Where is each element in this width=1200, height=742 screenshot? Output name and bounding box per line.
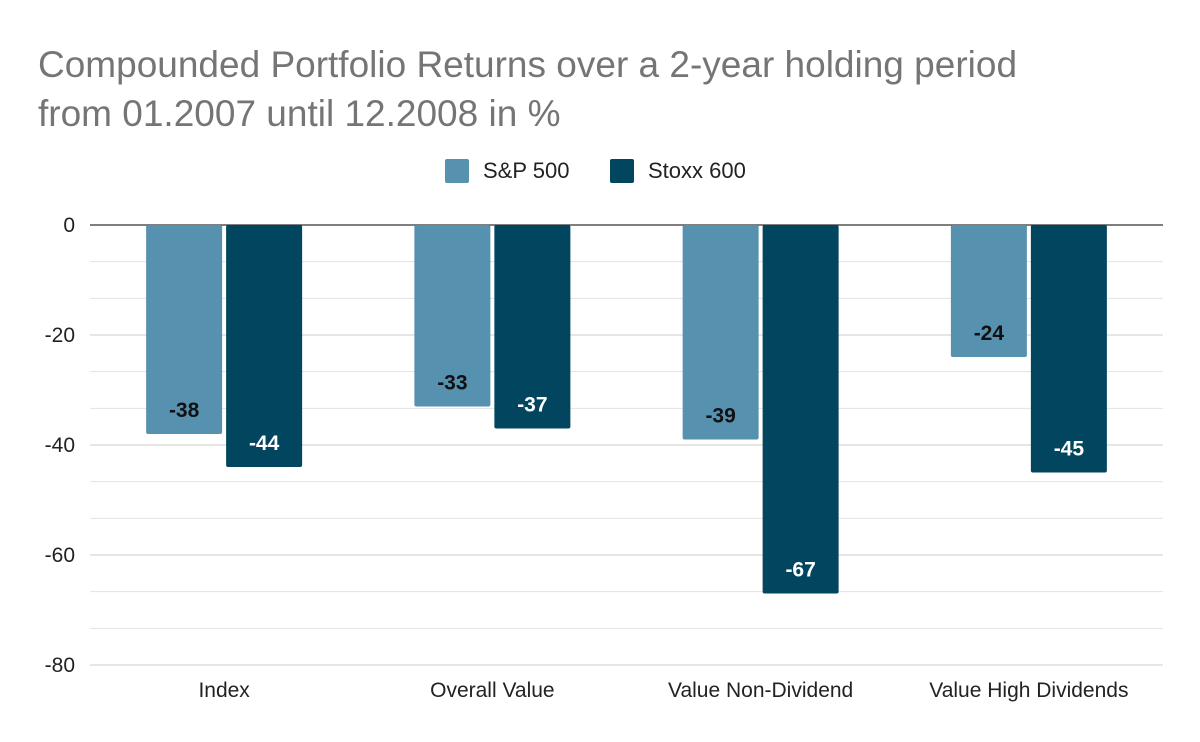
- data-label: -37: [517, 394, 547, 417]
- data-label: -45: [1054, 438, 1085, 461]
- bar-stoxx600: [1030, 225, 1107, 473]
- data-label: -44: [249, 432, 280, 455]
- x-category-label: Value High Dividends: [929, 679, 1128, 702]
- bar-sp500: [682, 225, 759, 440]
- bar-stoxx600: [226, 225, 303, 467]
- y-tick-label: -20: [45, 324, 75, 347]
- legend-item-sp500[interactable]: S&P 500: [445, 158, 569, 184]
- legend-label-stoxx600: Stoxx 600: [648, 158, 746, 183]
- legend-item-stoxx600[interactable]: Stoxx 600: [610, 158, 746, 184]
- x-category-label: Value Non-Dividend: [668, 679, 853, 702]
- legend-swatch-sp500: [445, 159, 469, 183]
- bar-sp500: [950, 225, 1027, 357]
- y-tick-label: -80: [45, 654, 75, 677]
- data-label: -39: [705, 405, 735, 428]
- chart-title: Compounded Portfolio Returns over a 2-ye…: [38, 40, 1158, 138]
- bar-sp500: [414, 225, 491, 407]
- legend-swatch-stoxx600: [610, 159, 634, 183]
- legend-label-sp500: S&P 500: [483, 158, 570, 183]
- chart-title-line-1: Compounded Portfolio Returns over a 2-ye…: [38, 44, 1018, 85]
- chart-legend: S&P 500 Stoxx 600: [0, 158, 1200, 188]
- bar-sp500: [146, 225, 223, 434]
- data-label: -38: [169, 399, 200, 422]
- bar-stoxx600: [494, 225, 571, 429]
- data-label: -24: [974, 322, 1005, 345]
- bar-stoxx600: [762, 225, 839, 594]
- x-category-label: Index: [198, 679, 250, 702]
- y-tick-label: -40: [45, 434, 75, 457]
- data-label: -67: [785, 559, 815, 582]
- y-tick-label: -60: [45, 544, 75, 567]
- chart-title-line-2: from 01.2007 until 12.2008 in %: [38, 93, 561, 134]
- data-label: -33: [437, 372, 467, 395]
- y-tick-label: 0: [63, 214, 75, 237]
- x-category-label: Overall Value: [430, 679, 555, 702]
